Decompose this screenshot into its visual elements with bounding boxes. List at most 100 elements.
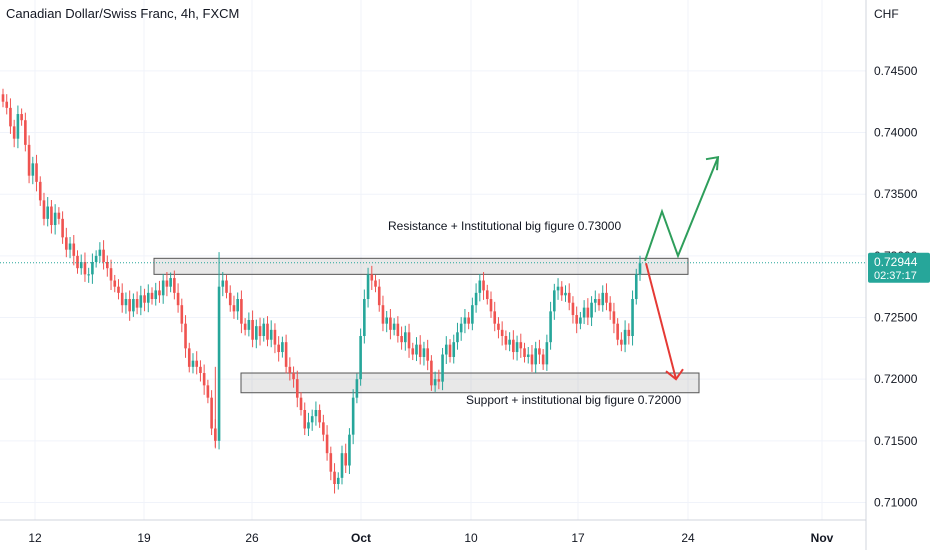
candle-body: [251, 319, 254, 340]
candle-body: [307, 422, 310, 429]
candle-body: [310, 416, 314, 423]
candle-body: [519, 342, 523, 349]
candle-body: [9, 107, 12, 127]
candle-body: [79, 262, 83, 269]
candle-body: [530, 354, 534, 365]
candle-body: [199, 366, 202, 374]
x-tick-label: 10: [464, 531, 478, 545]
candle-body: [351, 397, 355, 435]
candle-body: [318, 410, 321, 423]
candle-body: [143, 295, 146, 303]
y-tick-label: 0.72500: [874, 311, 918, 325]
candle-body: [284, 342, 288, 367]
candle-body: [571, 302, 575, 316]
candle-body: [359, 336, 362, 380]
candle-body: [314, 410, 318, 417]
candle-body: [396, 323, 400, 337]
candle-body: [38, 181, 42, 201]
candle-body: [91, 262, 94, 275]
candle-body: [444, 344, 448, 355]
candle-body: [202, 373, 206, 386]
candle-body: [523, 348, 526, 357]
candle-body: [46, 206, 50, 219]
candle-body: [545, 342, 549, 365]
candle-body: [638, 263, 642, 275]
support-zone: [240, 372, 700, 394]
candle-body: [437, 379, 441, 382]
x-tick-label: 26: [245, 531, 259, 545]
candle-body: [117, 286, 120, 293]
candle-body: [553, 290, 556, 312]
candle-body: [485, 290, 489, 300]
x-tick-label: 17: [571, 531, 585, 545]
candle-body: [184, 323, 187, 349]
y-tick-label: 0.73500: [874, 187, 918, 201]
candle-body: [87, 274, 90, 276]
candle-body: [564, 292, 567, 296]
candle-body: [303, 410, 307, 429]
candle-body: [616, 323, 619, 340]
candle-body: [474, 292, 478, 306]
candle-body: [165, 280, 169, 287]
candle-body: [348, 434, 351, 466]
candle-body: [411, 348, 415, 355]
support-annotation: Support + institutional big figure 0.720…: [466, 393, 681, 407]
candle-body: [94, 255, 98, 263]
bearish-arrowhead: [665, 368, 684, 381]
candle-body: [180, 305, 184, 324]
candle-body: [27, 144, 31, 176]
candle-body: [601, 292, 605, 306]
bearish-scenario-path: [645, 263, 677, 380]
candle-body: [590, 302, 593, 318]
candle-body: [392, 323, 396, 330]
candle-body: [538, 348, 541, 355]
candle-body: [467, 317, 470, 324]
currency-label: CHF: [874, 7, 899, 21]
candle-body: [72, 243, 76, 256]
candle-body: [452, 342, 456, 357]
countdown-label: 02:37:17: [874, 270, 917, 282]
candle-body: [422, 348, 426, 357]
candle-body: [247, 319, 251, 330]
candle-body: [243, 323, 247, 330]
candle-body: [210, 397, 213, 429]
bullish-arrowhead: [705, 155, 720, 171]
candle-body: [374, 280, 377, 287]
candle-body: [586, 307, 590, 318]
candle-body: [295, 379, 299, 398]
candle-body: [534, 348, 537, 365]
candle-body: [228, 292, 232, 306]
y-tick-label: 0.72000: [874, 372, 918, 386]
candle-body: [288, 366, 292, 374]
candle-body: [623, 329, 627, 345]
candle-body: [161, 280, 165, 296]
x-tick-label: Nov: [811, 531, 834, 545]
candle-body: [620, 339, 623, 345]
candle-body: [53, 212, 57, 226]
candle-body: [567, 292, 571, 303]
candle-body: [128, 299, 131, 312]
candle-body: [5, 101, 9, 108]
candle-body: [631, 299, 634, 337]
candle-body: [404, 332, 407, 343]
candle-body: [102, 249, 105, 263]
candle-body: [195, 360, 199, 367]
candle-body: [20, 114, 23, 121]
candle-body: [575, 315, 578, 324]
candle-body: [433, 379, 437, 386]
candle-body: [124, 299, 128, 306]
candle-body: [627, 329, 631, 337]
candle-body: [526, 354, 530, 357]
candle-body: [355, 379, 359, 398]
candle-body: [478, 280, 482, 293]
candle-body: [109, 268, 113, 281]
candle-body: [292, 373, 295, 380]
candle-body: [497, 323, 500, 330]
candle-body: [139, 295, 143, 308]
candle-body: [262, 323, 266, 337]
current-price-box: [868, 252, 930, 283]
candle-body: [299, 397, 303, 411]
candle-body: [221, 280, 225, 287]
